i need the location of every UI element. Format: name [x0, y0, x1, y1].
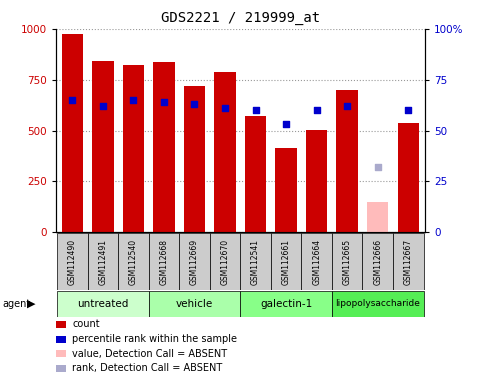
- Bar: [149, 291, 241, 317]
- Point: [221, 105, 229, 111]
- Bar: [179, 233, 210, 290]
- Text: GSM112490: GSM112490: [68, 238, 77, 285]
- Text: agent: agent: [2, 299, 30, 309]
- Text: rank, Detection Call = ABSENT: rank, Detection Call = ABSENT: [72, 363, 223, 373]
- Bar: [306, 129, 327, 232]
- Title: GDS2221 / 219999_at: GDS2221 / 219999_at: [161, 11, 320, 25]
- Point: [343, 103, 351, 109]
- Bar: [214, 71, 236, 232]
- Text: GSM112666: GSM112666: [373, 238, 382, 285]
- Point: [191, 101, 199, 107]
- Text: GSM112667: GSM112667: [404, 238, 413, 285]
- Point: [313, 107, 321, 113]
- Text: GSM112668: GSM112668: [159, 238, 169, 285]
- Bar: [92, 61, 114, 232]
- Text: GSM112670: GSM112670: [221, 238, 229, 285]
- Bar: [393, 233, 424, 290]
- Bar: [271, 233, 301, 290]
- Text: value, Detection Call = ABSENT: value, Detection Call = ABSENT: [72, 349, 227, 359]
- Bar: [241, 233, 271, 290]
- Bar: [337, 90, 358, 232]
- Text: percentile rank within the sample: percentile rank within the sample: [72, 334, 237, 344]
- Text: GSM112665: GSM112665: [342, 238, 352, 285]
- Bar: [367, 202, 388, 232]
- Text: ▶: ▶: [27, 299, 35, 309]
- Bar: [123, 65, 144, 232]
- Text: GSM112541: GSM112541: [251, 238, 260, 285]
- Bar: [184, 86, 205, 232]
- Text: GSM112664: GSM112664: [312, 238, 321, 285]
- Bar: [245, 116, 266, 232]
- Bar: [398, 123, 419, 232]
- Text: GSM112669: GSM112669: [190, 238, 199, 285]
- Point: [404, 107, 412, 113]
- Point: [374, 164, 382, 170]
- Point: [282, 121, 290, 127]
- Bar: [210, 233, 241, 290]
- Text: lipopolysaccharide: lipopolysaccharide: [335, 299, 420, 308]
- Bar: [301, 233, 332, 290]
- Bar: [362, 233, 393, 290]
- Bar: [57, 291, 149, 317]
- Text: untreated: untreated: [77, 299, 128, 309]
- Bar: [332, 291, 424, 317]
- Bar: [57, 233, 87, 290]
- Bar: [87, 233, 118, 290]
- Bar: [62, 34, 83, 232]
- Text: count: count: [72, 319, 100, 329]
- Point: [252, 107, 259, 113]
- Text: GSM112491: GSM112491: [99, 238, 107, 285]
- Bar: [332, 233, 362, 290]
- Point: [160, 99, 168, 105]
- Bar: [275, 148, 297, 232]
- Text: GSM112661: GSM112661: [282, 238, 291, 285]
- Text: GSM112540: GSM112540: [129, 238, 138, 285]
- Point: [69, 97, 76, 103]
- Bar: [118, 233, 149, 290]
- Point: [99, 103, 107, 109]
- Bar: [149, 233, 179, 290]
- Point: [129, 97, 137, 103]
- Text: vehicle: vehicle: [176, 299, 213, 309]
- Bar: [241, 291, 332, 317]
- Bar: [153, 62, 175, 232]
- Text: galectin-1: galectin-1: [260, 299, 312, 309]
